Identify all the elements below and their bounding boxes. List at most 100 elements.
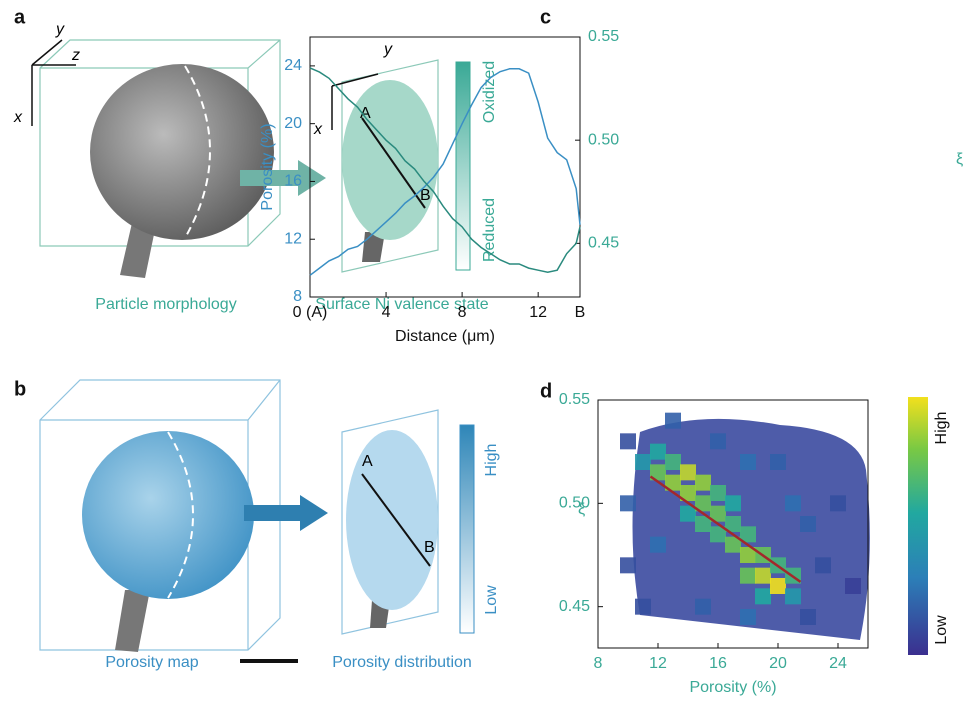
density-cell: [635, 598, 651, 615]
point-label: B: [420, 187, 431, 204]
density-cell: [740, 567, 756, 584]
plot-frame: [309, 36, 581, 298]
density-cell: [830, 495, 846, 512]
plane: [341, 59, 439, 273]
slice: [342, 80, 438, 240]
density-cell: [815, 557, 831, 574]
panel-label: a: [14, 6, 26, 28]
x-axis-label: Porosity (%): [689, 679, 776, 696]
density-cell: [650, 536, 666, 553]
caption: Porosity distribution: [332, 654, 472, 671]
y-tick-label: 12: [284, 230, 302, 247]
panel-label: b: [14, 378, 26, 400]
caption: Particle morphology: [95, 296, 236, 313]
density-cell: [620, 557, 636, 574]
arrow: [244, 495, 328, 531]
density-cell: [845, 578, 861, 594]
density-cell: [710, 526, 726, 543]
density-cell: [665, 454, 681, 470]
y-tick-label: 16: [284, 173, 302, 190]
caption: Surface Ni valence state: [315, 296, 489, 313]
density-cell: [620, 495, 636, 512]
density-cell: [755, 588, 771, 605]
plot-frame: [597, 399, 869, 649]
panel-b: [39, 379, 439, 651]
y-tick-label: 8: [293, 288, 302, 305]
density-cell: [785, 588, 801, 605]
x-tick-label: 8: [594, 655, 603, 672]
y2-tick-label: 0.45: [588, 235, 619, 252]
density-cell: [710, 433, 726, 450]
scale-bar: [459, 424, 475, 634]
x-tick-label: 8: [458, 304, 467, 321]
y-axis-label: ξ: [578, 501, 585, 518]
line-ab: [361, 117, 426, 209]
axis-letter: x: [313, 121, 323, 138]
x-tick-label: B: [575, 304, 586, 321]
axes-a: [31, 39, 379, 130]
y2-tick-label: 0.50: [588, 131, 619, 148]
series-line: [309, 67, 581, 274]
panel-label: c: [540, 6, 551, 28]
density-cell: [740, 526, 756, 543]
y-tick-label: 20: [284, 115, 302, 132]
axis-letter: y: [383, 41, 393, 58]
density-cell: [770, 454, 786, 470]
plane: [341, 409, 439, 635]
density-cell: [695, 516, 711, 532]
density-cell: [725, 495, 741, 512]
density-cell: [665, 412, 681, 429]
scale-bar: [455, 61, 471, 271]
point-label: A: [360, 105, 371, 122]
density-cell: [800, 516, 816, 532]
density-cell: [740, 609, 756, 625]
caption: Porosity map: [105, 654, 198, 671]
scale-label: Reduced: [481, 198, 498, 262]
density-cell: [710, 485, 726, 501]
box: [39, 379, 281, 651]
density-cell: [635, 454, 651, 470]
line-ab: [361, 473, 431, 567]
x-tick-label: 24: [829, 655, 847, 672]
axis-letter: y: [55, 21, 65, 38]
stem: [115, 590, 150, 652]
x-tick-label: 0 (A): [293, 304, 328, 321]
density-cell: [665, 474, 681, 491]
colorbar: [908, 397, 928, 655]
density-cell: [755, 567, 771, 584]
density-cell: [725, 516, 741, 532]
dash: [184, 65, 211, 239]
y2-axis-label: ξ: [956, 151, 963, 168]
y2-tick-label: 0.55: [588, 28, 619, 45]
x-axis-label: Distance (μm): [395, 328, 495, 345]
point-label: B: [424, 539, 435, 556]
density-cell: [650, 464, 666, 481]
arrow: [240, 160, 326, 196]
series-line: [309, 68, 581, 276]
particle: [82, 431, 254, 599]
scale-label: Low: [483, 585, 500, 615]
density-cell: [800, 609, 816, 625]
density-cell: [620, 433, 636, 450]
x-tick-label: 20: [769, 655, 787, 672]
y-axis-label: Porosity (%): [259, 123, 276, 210]
density-cell: [785, 495, 801, 512]
particle: [90, 64, 274, 240]
scale-label: Oxidized: [481, 61, 498, 123]
density-cell: [695, 598, 711, 615]
fit-line: [649, 475, 802, 583]
colorbar-label: High: [933, 412, 950, 445]
density-cell: [725, 536, 741, 553]
x-tick-label: 4: [382, 304, 391, 321]
x-tick-label: 12: [649, 655, 667, 672]
colorbar-label: Low: [933, 615, 950, 645]
axis-letter: x: [13, 109, 23, 126]
density-cell: [710, 505, 726, 522]
density-cell: [650, 443, 666, 460]
y-tick-label: 0.50: [559, 495, 590, 512]
density-cell: [740, 547, 756, 563]
density-cell: [695, 474, 711, 491]
density-cell: [740, 454, 756, 470]
